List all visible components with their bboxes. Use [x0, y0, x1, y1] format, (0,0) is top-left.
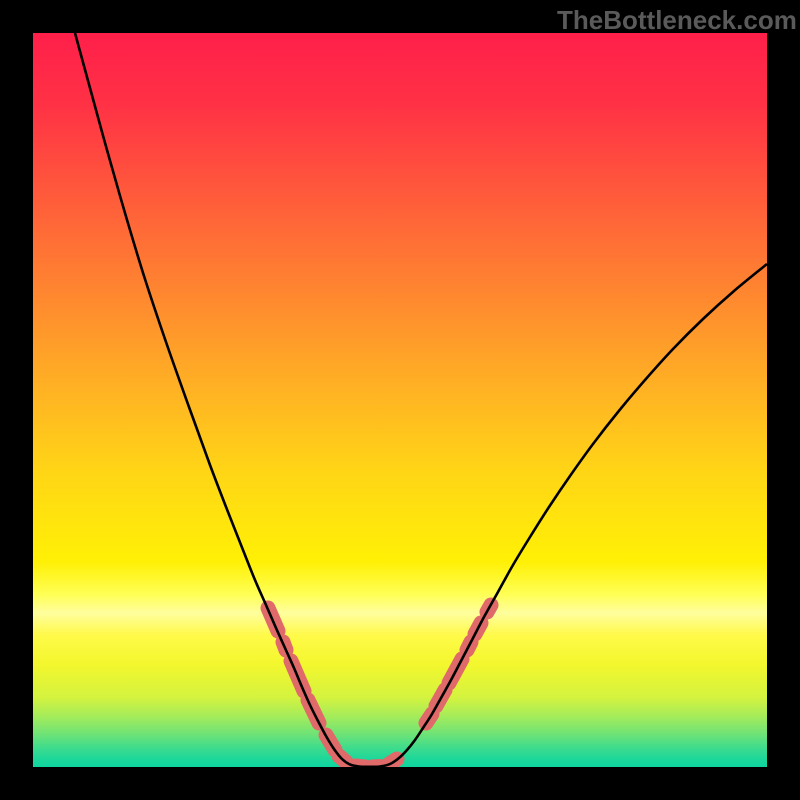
bottleneck-chart	[0, 0, 800, 800]
gradient-background	[33, 33, 767, 767]
watermark-text: TheBottleneck.com	[557, 5, 797, 36]
